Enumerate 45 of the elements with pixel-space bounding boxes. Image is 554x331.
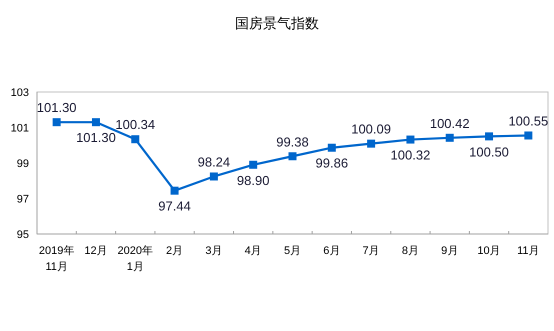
x-tick-label: 2月	[166, 245, 184, 257]
x-tick-label: 9月	[441, 245, 458, 257]
point	[92, 118, 100, 126]
point	[485, 132, 494, 140]
y-tick-label: 97	[16, 194, 29, 206]
y-tick-label: 95	[16, 229, 29, 241]
point	[210, 172, 218, 180]
data-label: 100.32	[390, 148, 430, 163]
x-tick-label: 10月	[477, 245, 501, 257]
data-label: 101.30	[36, 100, 77, 116]
x-tick-label: 12月	[84, 245, 108, 257]
x-tick-label: 8月	[402, 245, 419, 257]
y-tick-label: 103	[10, 87, 29, 99]
data-label: 100.34	[115, 117, 156, 132]
x-tick-label: 4月	[244, 245, 262, 257]
x-tick-label: 6月	[323, 245, 340, 257]
x-tick-label: 2020年 1月	[118, 245, 154, 273]
x-tick-label: 7月	[362, 245, 380, 257]
point	[288, 152, 296, 160]
data-label: 100.09	[351, 122, 391, 137]
point	[249, 160, 258, 169]
chart-title: 国房景气指数	[235, 15, 319, 31]
data-label: 98.90	[236, 172, 270, 188]
data-label: 99.38	[276, 134, 309, 150]
point	[131, 135, 140, 144]
data-label: 101.30	[76, 130, 116, 146]
x-tick-label: 2019年 11月	[38, 245, 74, 273]
point	[367, 140, 376, 148]
data-label: 98.24	[198, 154, 230, 170]
point	[524, 131, 532, 140]
point	[406, 136, 414, 144]
data-label: 100.55	[508, 113, 548, 128]
data-label: 100.50	[469, 144, 509, 160]
point	[328, 144, 336, 152]
data-label: 100.42	[430, 116, 470, 131]
point	[52, 118, 61, 126]
y-tick-label: 99	[16, 158, 29, 170]
x-tick-label: 3月	[205, 245, 222, 257]
x-tick-label: 5月	[284, 245, 302, 257]
data-label: 97.44	[158, 198, 191, 214]
x-tick-label: 11月	[517, 245, 540, 257]
data-label: 99.86	[316, 156, 348, 171]
point	[446, 134, 454, 142]
point	[170, 186, 179, 195]
y-tick-label: 101	[10, 122, 29, 134]
